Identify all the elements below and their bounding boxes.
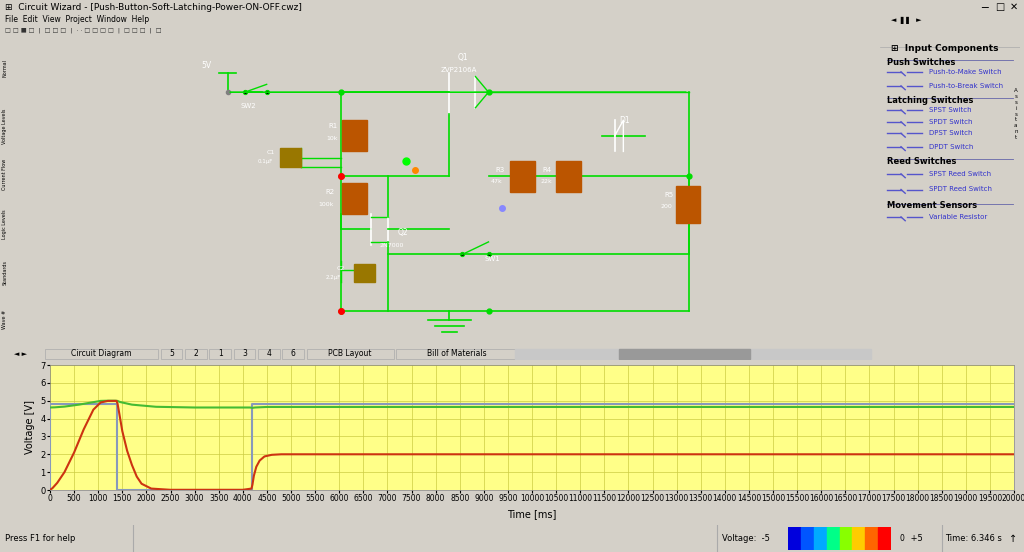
Bar xyxy=(676,186,700,223)
Text: Press F1 for help: Press F1 for help xyxy=(5,534,76,543)
Text: DPST Switch: DPST Switch xyxy=(929,130,973,136)
Bar xyxy=(280,148,301,167)
Text: SPST Reed Switch: SPST Reed Switch xyxy=(929,171,991,177)
Text: R3: R3 xyxy=(496,167,505,173)
Text: 100k: 100k xyxy=(318,202,334,207)
Text: □ □ ■ □  |  □ □ □  |  · · □ □ □ □  |  □ □ □  |  □: □ □ ■ □ | □ □ □ | · · □ □ □ □ | □ □ □ | … xyxy=(5,27,162,33)
Bar xyxy=(342,183,367,214)
Bar xyxy=(209,349,231,359)
Bar xyxy=(306,349,393,359)
Bar xyxy=(283,349,304,359)
Bar xyxy=(827,527,840,550)
Text: 0.1µF: 0.1µF xyxy=(258,159,273,164)
Text: 2N7000: 2N7000 xyxy=(380,242,404,247)
Text: Latching Switches: Latching Switches xyxy=(887,96,974,105)
Bar xyxy=(510,161,535,192)
Text: R4: R4 xyxy=(543,167,552,173)
Text: Current Flow: Current Flow xyxy=(2,159,7,190)
Text: 4: 4 xyxy=(266,349,271,358)
Text: R2: R2 xyxy=(325,189,334,195)
Text: R1: R1 xyxy=(329,124,338,130)
Bar xyxy=(840,527,852,550)
Text: Bill of Materials: Bill of Materials xyxy=(427,349,487,358)
Text: SW2: SW2 xyxy=(241,103,256,109)
Text: A
s
s
i
s
t
a
n
t: A s s i s t a n t xyxy=(1014,88,1018,140)
Text: ↑: ↑ xyxy=(1009,533,1017,544)
Text: DPDT Switch: DPDT Switch xyxy=(929,144,974,150)
Bar xyxy=(852,527,865,550)
Bar xyxy=(865,527,878,550)
Text: □: □ xyxy=(995,2,1005,12)
Text: 0: 0 xyxy=(899,534,904,543)
Text: SPDT Switch: SPDT Switch xyxy=(929,119,973,125)
Bar xyxy=(45,349,158,359)
Text: ◄ ►: ◄ ► xyxy=(14,351,28,357)
Text: Push-to-Make Switch: Push-to-Make Switch xyxy=(929,69,1001,75)
Text: Voltage:  -5: Voltage: -5 xyxy=(722,534,770,543)
Text: 1: 1 xyxy=(218,349,222,358)
Y-axis label: Voltage [V]: Voltage [V] xyxy=(25,401,35,454)
Bar xyxy=(258,349,280,359)
Text: Normal: Normal xyxy=(2,59,7,77)
Text: 200: 200 xyxy=(660,204,673,209)
Text: Wave #: Wave # xyxy=(2,310,7,329)
Text: SW1: SW1 xyxy=(484,256,500,262)
Text: Variable Resistor: Variable Resistor xyxy=(929,214,987,220)
Text: Logic Levels: Logic Levels xyxy=(2,209,7,239)
Text: 10k: 10k xyxy=(327,136,338,141)
Text: D1: D1 xyxy=(618,116,630,125)
Text: +5: +5 xyxy=(908,534,923,543)
Bar xyxy=(185,349,207,359)
Bar xyxy=(233,349,255,359)
Bar xyxy=(618,349,750,359)
Text: ZVP2106A: ZVP2106A xyxy=(440,67,477,73)
Text: C1: C1 xyxy=(266,150,274,155)
Text: 5: 5 xyxy=(169,349,174,358)
Text: File  Edit  View  Project  Window  Help: File Edit View Project Window Help xyxy=(5,15,150,24)
Text: 6: 6 xyxy=(291,349,296,358)
Text: SPDT Reed Switch: SPDT Reed Switch xyxy=(929,187,992,193)
Bar xyxy=(814,527,827,550)
Text: ─: ─ xyxy=(981,2,988,12)
Bar xyxy=(556,161,581,192)
Text: R5: R5 xyxy=(665,192,674,198)
Text: 2: 2 xyxy=(194,349,198,358)
Bar xyxy=(161,349,182,359)
X-axis label: Time [ms]: Time [ms] xyxy=(507,509,557,519)
Bar xyxy=(879,527,891,550)
Text: C2: C2 xyxy=(336,266,345,271)
Bar xyxy=(515,349,871,359)
Bar xyxy=(788,527,801,550)
Text: ◄  ▌▌  ►: ◄ ▌▌ ► xyxy=(891,17,922,24)
Text: Standards: Standards xyxy=(2,259,7,285)
Text: Reed Switches: Reed Switches xyxy=(887,157,956,166)
Text: PCB Layout: PCB Layout xyxy=(329,349,372,358)
Text: Voltage Levels: Voltage Levels xyxy=(2,109,7,144)
Text: 47k: 47k xyxy=(492,179,503,184)
Text: ⊞  Input Components: ⊞ Input Components xyxy=(891,44,998,53)
Text: Movement Sensors: Movement Sensors xyxy=(887,201,977,210)
Text: Push-to-Break Switch: Push-to-Break Switch xyxy=(929,83,1004,89)
Text: Circuit Diagram: Circuit Diagram xyxy=(71,349,132,358)
Text: 5V: 5V xyxy=(202,61,212,70)
Text: Q1: Q1 xyxy=(458,54,469,62)
Text: ⊞  Circuit Wizard - [Push-Button-Soft-Latching-Power-ON-OFF.cwz]: ⊞ Circuit Wizard - [Push-Button-Soft-Lat… xyxy=(5,3,302,12)
Text: Push Switches: Push Switches xyxy=(887,58,955,67)
Text: 2.2µF: 2.2µF xyxy=(326,275,341,280)
Bar xyxy=(801,527,814,550)
Text: Q2: Q2 xyxy=(397,228,408,237)
Text: ✕: ✕ xyxy=(1010,2,1018,12)
Text: 22k: 22k xyxy=(541,179,553,184)
Bar xyxy=(342,120,367,151)
Bar xyxy=(396,349,518,359)
Text: Time: 6.346 s: Time: 6.346 s xyxy=(945,534,1002,543)
Bar xyxy=(353,264,376,283)
Text: SPST Switch: SPST Switch xyxy=(929,107,972,113)
Text: 3: 3 xyxy=(242,349,247,358)
